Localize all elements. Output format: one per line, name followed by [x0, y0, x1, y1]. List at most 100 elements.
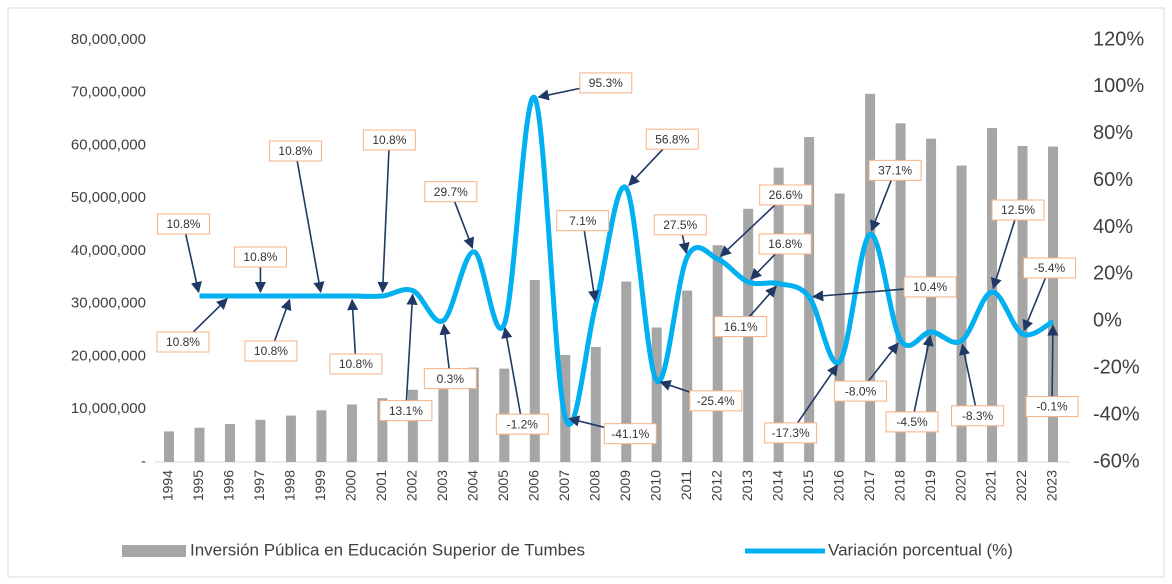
data-label: 12.5% [1001, 203, 1035, 217]
data-label-box [951, 405, 1005, 427]
label-arrow [377, 149, 390, 294]
data-label: 10.8% [166, 335, 200, 349]
data-label: -8.0% [845, 384, 877, 398]
data-label: -1.2% [507, 417, 539, 431]
legend-label: Variación porcentual (%) [828, 540, 1013, 559]
bar [255, 419, 266, 462]
label-arrow [439, 323, 451, 369]
x-tick-label: 2013 [739, 470, 755, 501]
bar [438, 389, 449, 462]
y-tick-label: - [141, 453, 146, 470]
bar [1017, 146, 1028, 462]
label-arrow [347, 298, 359, 355]
bar [529, 280, 540, 462]
data-label: 56.8% [655, 132, 689, 146]
data-label-box [423, 368, 477, 390]
x-tick-label: 2002 [404, 470, 420, 501]
x-tick-label: 2003 [434, 470, 450, 501]
y2-tick-label: 20% [1093, 263, 1133, 285]
data-label: 13.1% [389, 404, 423, 418]
data-label-box [579, 72, 633, 94]
x-tick-label: 2015 [800, 470, 816, 501]
bar [316, 410, 327, 462]
legend-swatch [122, 545, 186, 557]
data-label-box [903, 276, 957, 298]
data-label-box [868, 159, 922, 181]
data-label: 10.8% [278, 144, 312, 158]
data-label-box [689, 390, 743, 412]
data-label: 26.6% [769, 188, 803, 202]
label-arrow [184, 233, 202, 294]
data-label-box [714, 316, 768, 338]
y-tick-label: 20,000,000 [71, 347, 146, 364]
data-label-box [759, 184, 813, 206]
x-tick-label: 2014 [769, 470, 785, 501]
label-arrow [812, 288, 905, 302]
label-arrow [583, 230, 600, 302]
x-tick-label: 2012 [708, 470, 724, 501]
data-label-box [156, 213, 210, 235]
data-label: 10.8% [166, 217, 200, 231]
x-tick-label: 2021 [983, 470, 999, 501]
data-label-box [645, 128, 699, 150]
x-tick-label: 2017 [861, 470, 877, 501]
y-tick-label: 30,000,000 [71, 295, 146, 312]
x-tick-label: 2008 [586, 470, 602, 501]
data-label: 27.5% [663, 218, 697, 232]
bar [377, 398, 388, 462]
data-label-box [1025, 396, 1079, 418]
x-tick-label: 1997 [251, 470, 267, 501]
bar [895, 123, 906, 462]
data-label-box [244, 340, 298, 362]
label-arrow [405, 293, 418, 401]
data-label: -8.3% [962, 409, 994, 423]
label-arrow [1047, 324, 1059, 397]
data-label: 10.8% [254, 344, 288, 358]
x-tick-label: 1998 [282, 470, 298, 501]
bar [926, 138, 937, 462]
bar [956, 165, 967, 463]
label-arrow [796, 364, 839, 424]
bar [621, 281, 632, 462]
x-tick-label: 2006 [525, 470, 541, 501]
bar [164, 431, 174, 462]
label-arrow [273, 298, 292, 342]
label-arrow [959, 343, 977, 406]
x-tick-label: 2005 [495, 470, 511, 501]
label-arrow [568, 415, 605, 429]
label-arrow [719, 204, 776, 257]
bar [285, 415, 296, 462]
y-tick-label: 80,000,000 [71, 31, 146, 48]
data-label-box [495, 413, 549, 435]
x-tick-label: 2000 [343, 470, 359, 501]
data-label-box [424, 181, 478, 203]
label-arrow [453, 201, 475, 250]
data-label-box [885, 411, 939, 433]
y2-tick-label: 0% [1093, 310, 1122, 332]
x-tick-label: 2011 [678, 470, 694, 500]
bar [987, 128, 998, 462]
label-arrow [913, 334, 934, 413]
y-tick-label: 50,000,000 [71, 189, 146, 206]
data-label-box [1023, 257, 1077, 279]
label-arrow [192, 298, 228, 333]
y-tick-label: 70,000,000 [71, 84, 146, 101]
data-label-box [156, 331, 210, 353]
x-tick-label: 2019 [922, 470, 938, 501]
x-tick-label: 2022 [1013, 470, 1029, 501]
data-label: 16.1% [724, 320, 758, 334]
bar [651, 327, 662, 462]
label-arrow [537, 87, 580, 101]
data-label-box [834, 380, 888, 402]
x-tick-label: 2023 [1044, 470, 1060, 501]
y2-tick-label: -20% [1093, 357, 1140, 379]
data-label: 10.8% [243, 250, 277, 264]
label-arrow [990, 219, 1016, 290]
data-label-box [991, 199, 1045, 221]
data-label: 0.3% [437, 372, 465, 386]
data-label-box [758, 233, 812, 255]
label-arrow [870, 180, 892, 232]
bar [773, 167, 784, 462]
x-tick-label: 2004 [465, 470, 481, 501]
x-tick-label: 2009 [617, 470, 633, 501]
